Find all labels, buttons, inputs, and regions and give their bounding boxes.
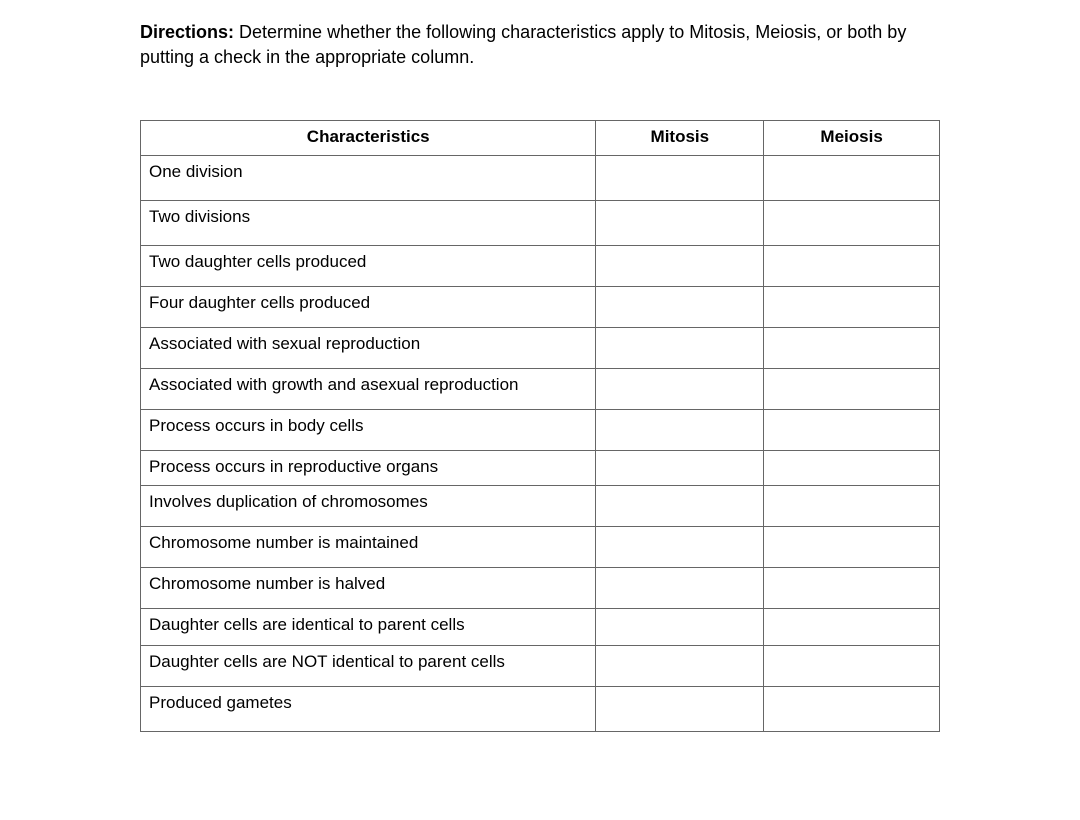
characteristics-table: Characteristics Mitosis Meiosis One divi…: [140, 120, 940, 732]
table-row: Associated with growth and asexual repro…: [141, 369, 940, 410]
table-row: Daughter cells are NOT identical to pare…: [141, 646, 940, 687]
characteristic-cell: Associated with growth and asexual repro…: [141, 369, 596, 410]
characteristic-cell: Involves duplication of chromosomes: [141, 486, 596, 527]
characteristic-cell: Four daughter cells produced: [141, 287, 596, 328]
meiosis-cell[interactable]: [764, 369, 940, 410]
meiosis-cell[interactable]: [764, 328, 940, 369]
mitosis-cell[interactable]: [596, 527, 764, 568]
table-row: Chromosome number is halved: [141, 568, 940, 609]
mitosis-cell[interactable]: [596, 246, 764, 287]
characteristic-cell: Chromosome number is halved: [141, 568, 596, 609]
meiosis-cell[interactable]: [764, 156, 940, 201]
meiosis-cell[interactable]: [764, 410, 940, 451]
table-row: Two daughter cells produced: [141, 246, 940, 287]
table-header-row: Characteristics Mitosis Meiosis: [141, 121, 940, 156]
table-row: Two divisions: [141, 201, 940, 246]
characteristic-cell: Associated with sexual reproduction: [141, 328, 596, 369]
characteristic-cell: Daughter cells are NOT identical to pare…: [141, 646, 596, 687]
characteristic-cell: Process occurs in reproductive organs: [141, 451, 596, 486]
mitosis-cell[interactable]: [596, 201, 764, 246]
meiosis-cell[interactable]: [764, 609, 940, 646]
meiosis-cell[interactable]: [764, 527, 940, 568]
table-row: Chromosome number is maintained: [141, 527, 940, 568]
table-row: One division: [141, 156, 940, 201]
header-mitosis: Mitosis: [596, 121, 764, 156]
mitosis-cell[interactable]: [596, 369, 764, 410]
meiosis-cell[interactable]: [764, 646, 940, 687]
characteristic-cell: Daughter cells are identical to parent c…: [141, 609, 596, 646]
characteristic-cell: Chromosome number is maintained: [141, 527, 596, 568]
characteristic-cell: Produced gametes: [141, 687, 596, 732]
mitosis-cell[interactable]: [596, 410, 764, 451]
worksheet-page: Directions: Determine whether the follow…: [0, 0, 1080, 772]
characteristic-cell: Two divisions: [141, 201, 596, 246]
mitosis-cell[interactable]: [596, 646, 764, 687]
directions-text: Determine whether the following characte…: [140, 22, 906, 67]
mitosis-cell[interactable]: [596, 156, 764, 201]
table-row: Process occurs in reproductive organs: [141, 451, 940, 486]
meiosis-cell[interactable]: [764, 451, 940, 486]
mitosis-cell[interactable]: [596, 287, 764, 328]
meiosis-cell[interactable]: [764, 201, 940, 246]
meiosis-cell[interactable]: [764, 246, 940, 287]
characteristic-cell: Two daughter cells produced: [141, 246, 596, 287]
table-row: Daughter cells are identical to parent c…: [141, 609, 940, 646]
header-characteristics: Characteristics: [141, 121, 596, 156]
table-row: Process occurs in body cells: [141, 410, 940, 451]
table-row: Involves duplication of chromosomes: [141, 486, 940, 527]
characteristic-cell: Process occurs in body cells: [141, 410, 596, 451]
table-row: Four daughter cells produced: [141, 287, 940, 328]
meiosis-cell[interactable]: [764, 486, 940, 527]
mitosis-cell[interactable]: [596, 486, 764, 527]
header-meiosis: Meiosis: [764, 121, 940, 156]
meiosis-cell[interactable]: [764, 568, 940, 609]
directions-paragraph: Directions: Determine whether the follow…: [140, 20, 940, 70]
directions-label: Directions:: [140, 22, 234, 42]
table-body: One divisionTwo divisionsTwo daughter ce…: [141, 156, 940, 732]
mitosis-cell[interactable]: [596, 687, 764, 732]
mitosis-cell[interactable]: [596, 568, 764, 609]
table-row: Produced gametes: [141, 687, 940, 732]
mitosis-cell[interactable]: [596, 609, 764, 646]
meiosis-cell[interactable]: [764, 687, 940, 732]
characteristic-cell: One division: [141, 156, 596, 201]
mitosis-cell[interactable]: [596, 451, 764, 486]
mitosis-cell[interactable]: [596, 328, 764, 369]
table-row: Associated with sexual reproduction: [141, 328, 940, 369]
meiosis-cell[interactable]: [764, 287, 940, 328]
